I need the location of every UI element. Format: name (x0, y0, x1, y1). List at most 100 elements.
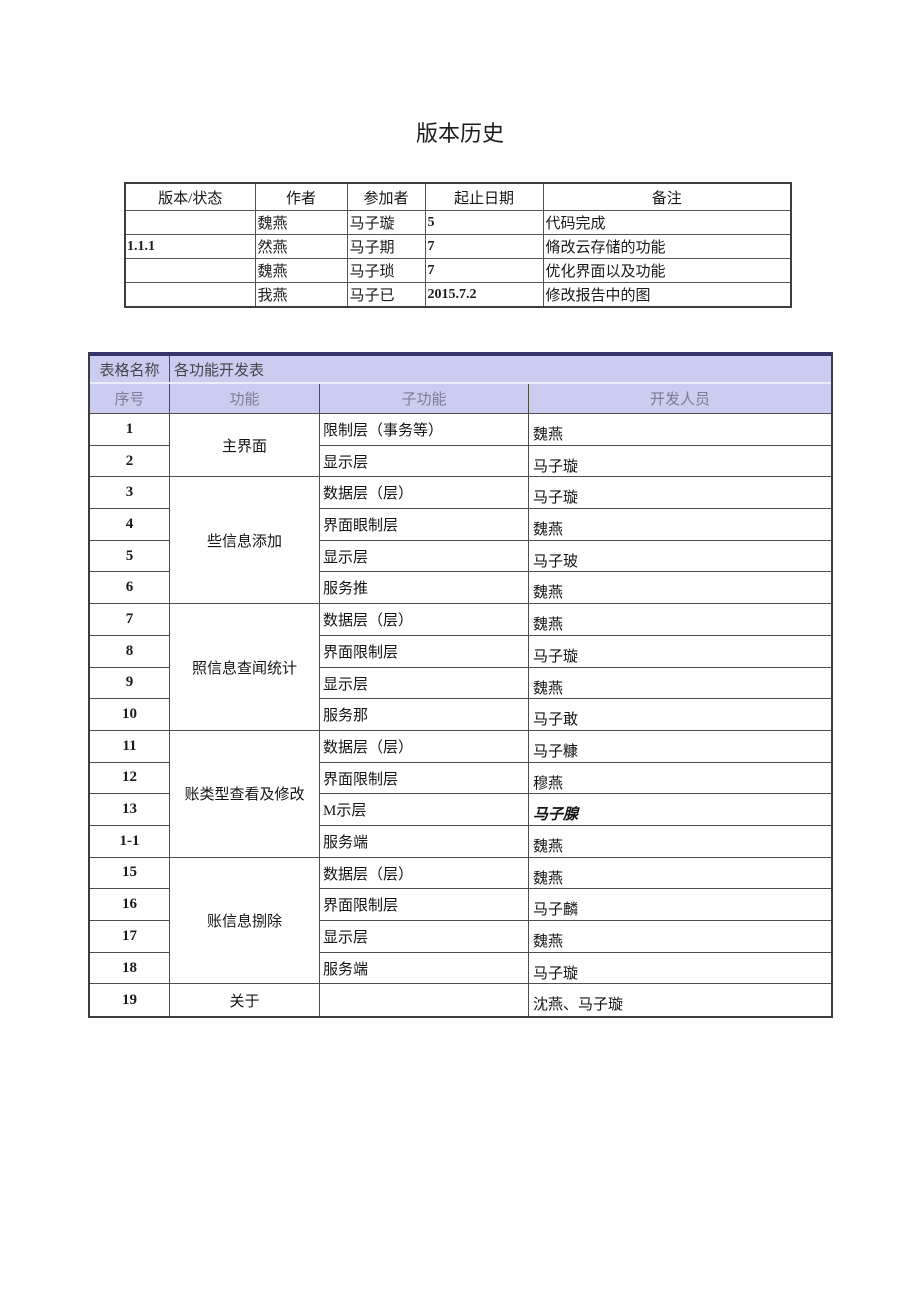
vh-row: 1.1.1 然燕 马子期 7 脩改云存储的功能 (124, 234, 792, 259)
row-number-cell: 7 (90, 604, 170, 636)
dev-table-name-row: 表格名称 各功能开发表 (90, 356, 831, 384)
vh-header-dates: 起止日期 (424, 182, 544, 211)
row-number-cell: 15 (90, 857, 170, 890)
dev-header-no: 序号 (90, 384, 170, 413)
row-number-cell: 5 (90, 540, 170, 573)
vh-row: 魏燕 马子琐 7 优化界面以及功能 (124, 258, 792, 283)
subfunction-cell: M示层 (320, 794, 529, 826)
function-group-cell: 主界面 (170, 414, 320, 478)
dev-table: 表格名称 各功能开发表 序号 功能 子功能 开发人员 1 限制层（事务等） 魏燕 2 显… (88, 352, 833, 1019)
vh-header-notes: 备注 (542, 182, 792, 211)
developer-cell: 马子腺 (529, 794, 831, 826)
vh-body: 魏燕 马子璇 5 代码完成 1.1.1 然燕 马子期 7 脩改云存储的功能 魏燕 马子琐 7 优化界面以… (124, 210, 792, 308)
function-group-cell: 关于 (170, 984, 320, 1017)
subfunction-cell: 界面限制层 (320, 762, 529, 795)
function-group-cell: 账类型查看及修改 (170, 730, 320, 858)
row-number-cell: 11 (90, 730, 170, 763)
developer-cell: 马子玻 (529, 541, 831, 573)
subfunction-cell: 服务端 (320, 952, 529, 985)
row-number-cell: 16 (90, 889, 170, 921)
developer-cell: 马子璇 (529, 953, 831, 985)
subfunction-cell: 数据层（层） (320, 477, 529, 510)
vh-header-author: 作者 (254, 182, 348, 211)
vh-cell: 5 (424, 210, 544, 235)
vh-header-participant: 参加者 (346, 182, 426, 211)
row-number-cell: 3 (90, 477, 170, 510)
developer-cell: 马子璇 (529, 446, 831, 478)
row-number-cell: 19 (90, 984, 170, 1017)
row-number-cell: 10 (90, 699, 170, 731)
row-number-cell: 2 (90, 445, 170, 478)
vh-cell: 马子璇 (346, 210, 426, 235)
row-number-cell: 8 (90, 635, 170, 668)
vh-cell: 优化界面以及功能 (542, 258, 792, 283)
vh-cell (124, 210, 256, 235)
row-number-cell: 9 (90, 667, 170, 700)
dev-header-subfunction: 子功能 (320, 384, 529, 413)
developer-cell: 魏燕 (529, 509, 831, 541)
subfunction-cell: 显示层 (320, 540, 529, 573)
subfunction-cell: 服务推 (320, 572, 529, 605)
table-name-value: 各功能开发表 (174, 362, 265, 379)
vh-cell (124, 282, 256, 308)
vh-cell: 马子已 (346, 282, 426, 308)
vh-cell: 代码完成 (542, 210, 792, 235)
function-group-cell: 些信息添加 (170, 477, 320, 605)
row-number-cell: 1-1 (90, 825, 170, 858)
developer-cell: 马子璇 (529, 636, 831, 668)
vh-cell: 马子期 (346, 234, 426, 259)
vh-cell: 我燕 (254, 282, 348, 308)
vh-cell: 脩改云存储的功能 (542, 234, 792, 259)
subfunction-cell (320, 984, 529, 1017)
row-number-cell: 1 (90, 414, 170, 446)
developer-cell: 魏燕 (529, 604, 831, 636)
row-number-cell: 17 (90, 921, 170, 953)
dev-table-header-row: 序号 功能 子功能 开发人员 (90, 384, 831, 414)
vh-cell: 2015.7.2 (424, 282, 544, 308)
vh-header-version: 版本/状态 (124, 182, 256, 211)
subfunction-cell: 限制层（事务等） (320, 414, 529, 446)
vh-header-row: 版本/状态 作者 参加者 起止日期 备注 (124, 182, 792, 211)
subfunction-cell: 服务那 (320, 699, 529, 731)
subfunction-cell: 显示层 (320, 445, 529, 478)
row-number-cell: 13 (90, 794, 170, 826)
developer-cell: 穆燕 (529, 763, 831, 795)
subfunction-cell: 界面眼制层 (320, 509, 529, 541)
vh-cell: 然燕 (254, 234, 348, 259)
vh-row: 魏燕 马子璇 5 代码完成 (124, 210, 792, 235)
vh-row: 我燕 马子已 2015.7.2 修改报告中的图 (124, 282, 792, 308)
subfunction-cell: 显示层 (320, 667, 529, 700)
developer-cell: 魏燕 (529, 858, 831, 890)
vh-cell: 7 (424, 234, 544, 259)
table-name-label: 表格名称 (90, 356, 170, 382)
developer-cell: 魏燕 (529, 414, 831, 446)
developer-cell: 魏燕 (529, 572, 831, 605)
developer-cell: 沈燕、马子璇 (533, 997, 624, 1014)
subfunction-cell: 界面限制层 (320, 889, 529, 921)
subfunction-cell: 数据层（层） (320, 730, 529, 763)
subfunction-cell: 数据层（层） (320, 857, 529, 890)
developer-cell: 马子璇 (529, 477, 831, 510)
subfunction-cell: 数据层（层） (320, 604, 529, 636)
vh-cell: 修改报告中的图 (542, 282, 792, 308)
subfunction-cell: 服务端 (320, 825, 529, 858)
developer-cell: 马子糠 (529, 731, 831, 763)
developer-cell: 马子麟 (529, 889, 831, 921)
row-number-cell: 4 (90, 509, 170, 541)
row-number-cell: 18 (90, 952, 170, 985)
function-group-cell: 照信息查闻统计 (170, 604, 320, 731)
dev-header-function: 功能 (170, 384, 320, 413)
subfunction-cell: 界面限制层 (320, 635, 529, 668)
developer-cell: 魏燕 (529, 921, 831, 953)
vh-cell: 7 (424, 258, 544, 283)
vh-cell (124, 258, 256, 283)
developer-cell: 魏燕 (529, 826, 831, 858)
developer-cell: 魏燕 (529, 668, 831, 700)
vh-cell: 1.1.1 (124, 234, 256, 259)
doc-title: 版本历史 (415, 121, 504, 146)
vh-cell: 魏燕 (254, 210, 348, 235)
row-number-cell: 6 (90, 572, 170, 605)
vh-cell: 马子琐 (346, 258, 426, 283)
developer-cell: 马子敢 (529, 699, 831, 731)
